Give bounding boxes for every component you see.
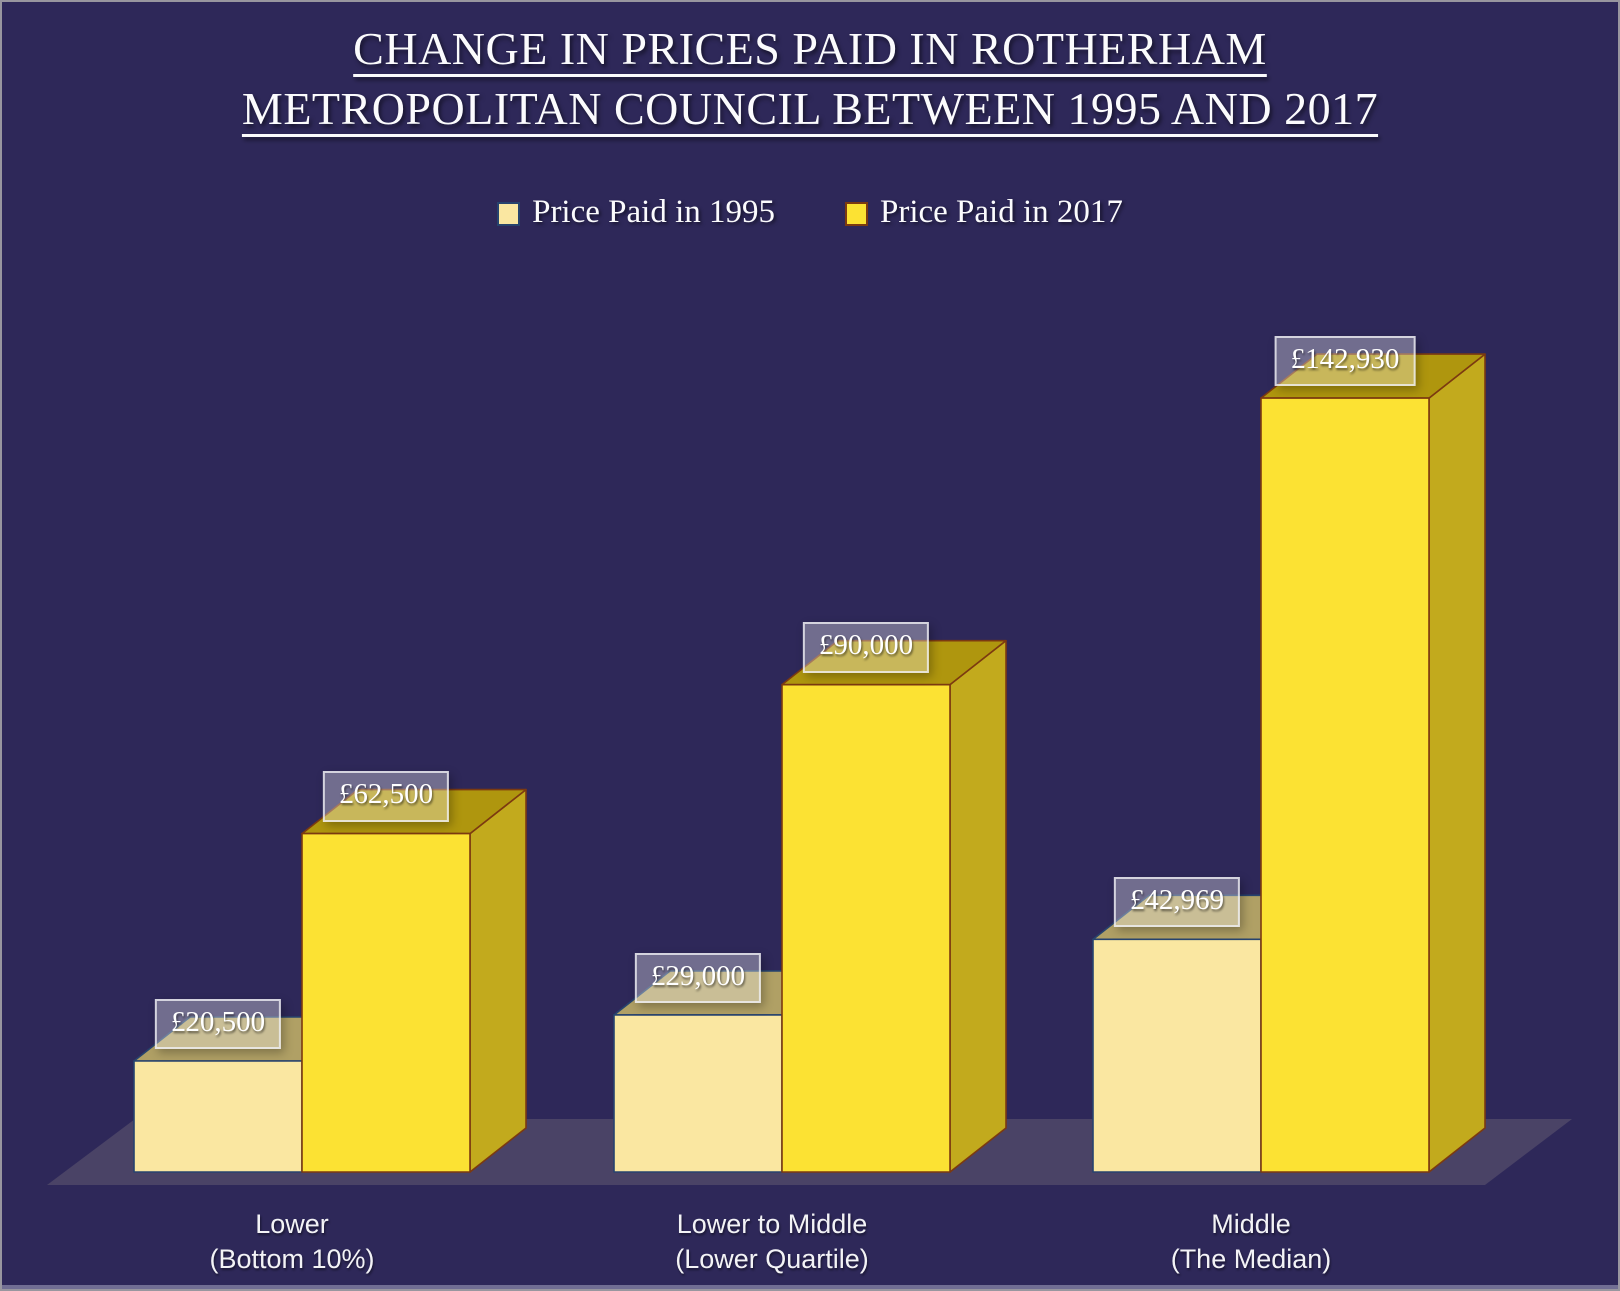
bar-lower-to-middle-1995-front xyxy=(613,1014,783,1173)
value-label-lower-2017: £62,500 xyxy=(322,771,450,822)
value-label-lower-1995: £20,500 xyxy=(154,998,282,1049)
bar-middle-2017-front xyxy=(1260,397,1430,1173)
chart-title-line-1: CHANGE IN PRICES PAID IN ROTHERHAM xyxy=(353,23,1267,74)
value-label-middle-1995: £42,969 xyxy=(1113,877,1241,928)
bar-lower-1995-front xyxy=(133,1060,303,1173)
category-label-middle: Middle (The Median) xyxy=(1170,1209,1332,1275)
value-label-lower-to-middle-1995: £29,000 xyxy=(634,952,762,1003)
value-label-middle-2017: £142,930 xyxy=(1274,335,1416,387)
chart-title: CHANGE IN PRICES PAID IN ROTHERHAM METRO… xyxy=(2,22,1618,137)
bar-middle-2017-side xyxy=(1428,353,1486,1173)
legend-swatch-2017-icon xyxy=(845,202,868,226)
category-label-lower-to-middle: Lower to Middle (Lower Quartile) xyxy=(675,1209,869,1275)
legend: Price Paid in 1995 Price Paid in 2017 xyxy=(2,194,1618,231)
chart-title-line-2: METROPOLITAN COUNCIL BETWEEN 1995 AND 20… xyxy=(241,83,1379,135)
legend-item-1995: Price Paid in 1995 xyxy=(497,194,775,231)
legend-swatch-1995-icon xyxy=(497,202,521,226)
bar-middle-1995-front xyxy=(1092,938,1262,1173)
category-label-lower: Lower (Bottom 10%) xyxy=(209,1209,375,1275)
value-label-lower-to-middle-2017: £90,000 xyxy=(802,622,930,673)
bar-lower-2017-side xyxy=(469,788,527,1173)
legend-item-2017: Price Paid in 2017 xyxy=(845,194,1123,231)
bar-lower-2017-front xyxy=(301,832,471,1173)
bar-lower-to-middle-2017-side xyxy=(949,639,1007,1173)
legend-label-2017: Price Paid in 2017 xyxy=(880,194,1123,230)
legend-label-1995: Price Paid in 1995 xyxy=(532,194,775,230)
bar-lower-to-middle-2017-front xyxy=(781,683,951,1173)
